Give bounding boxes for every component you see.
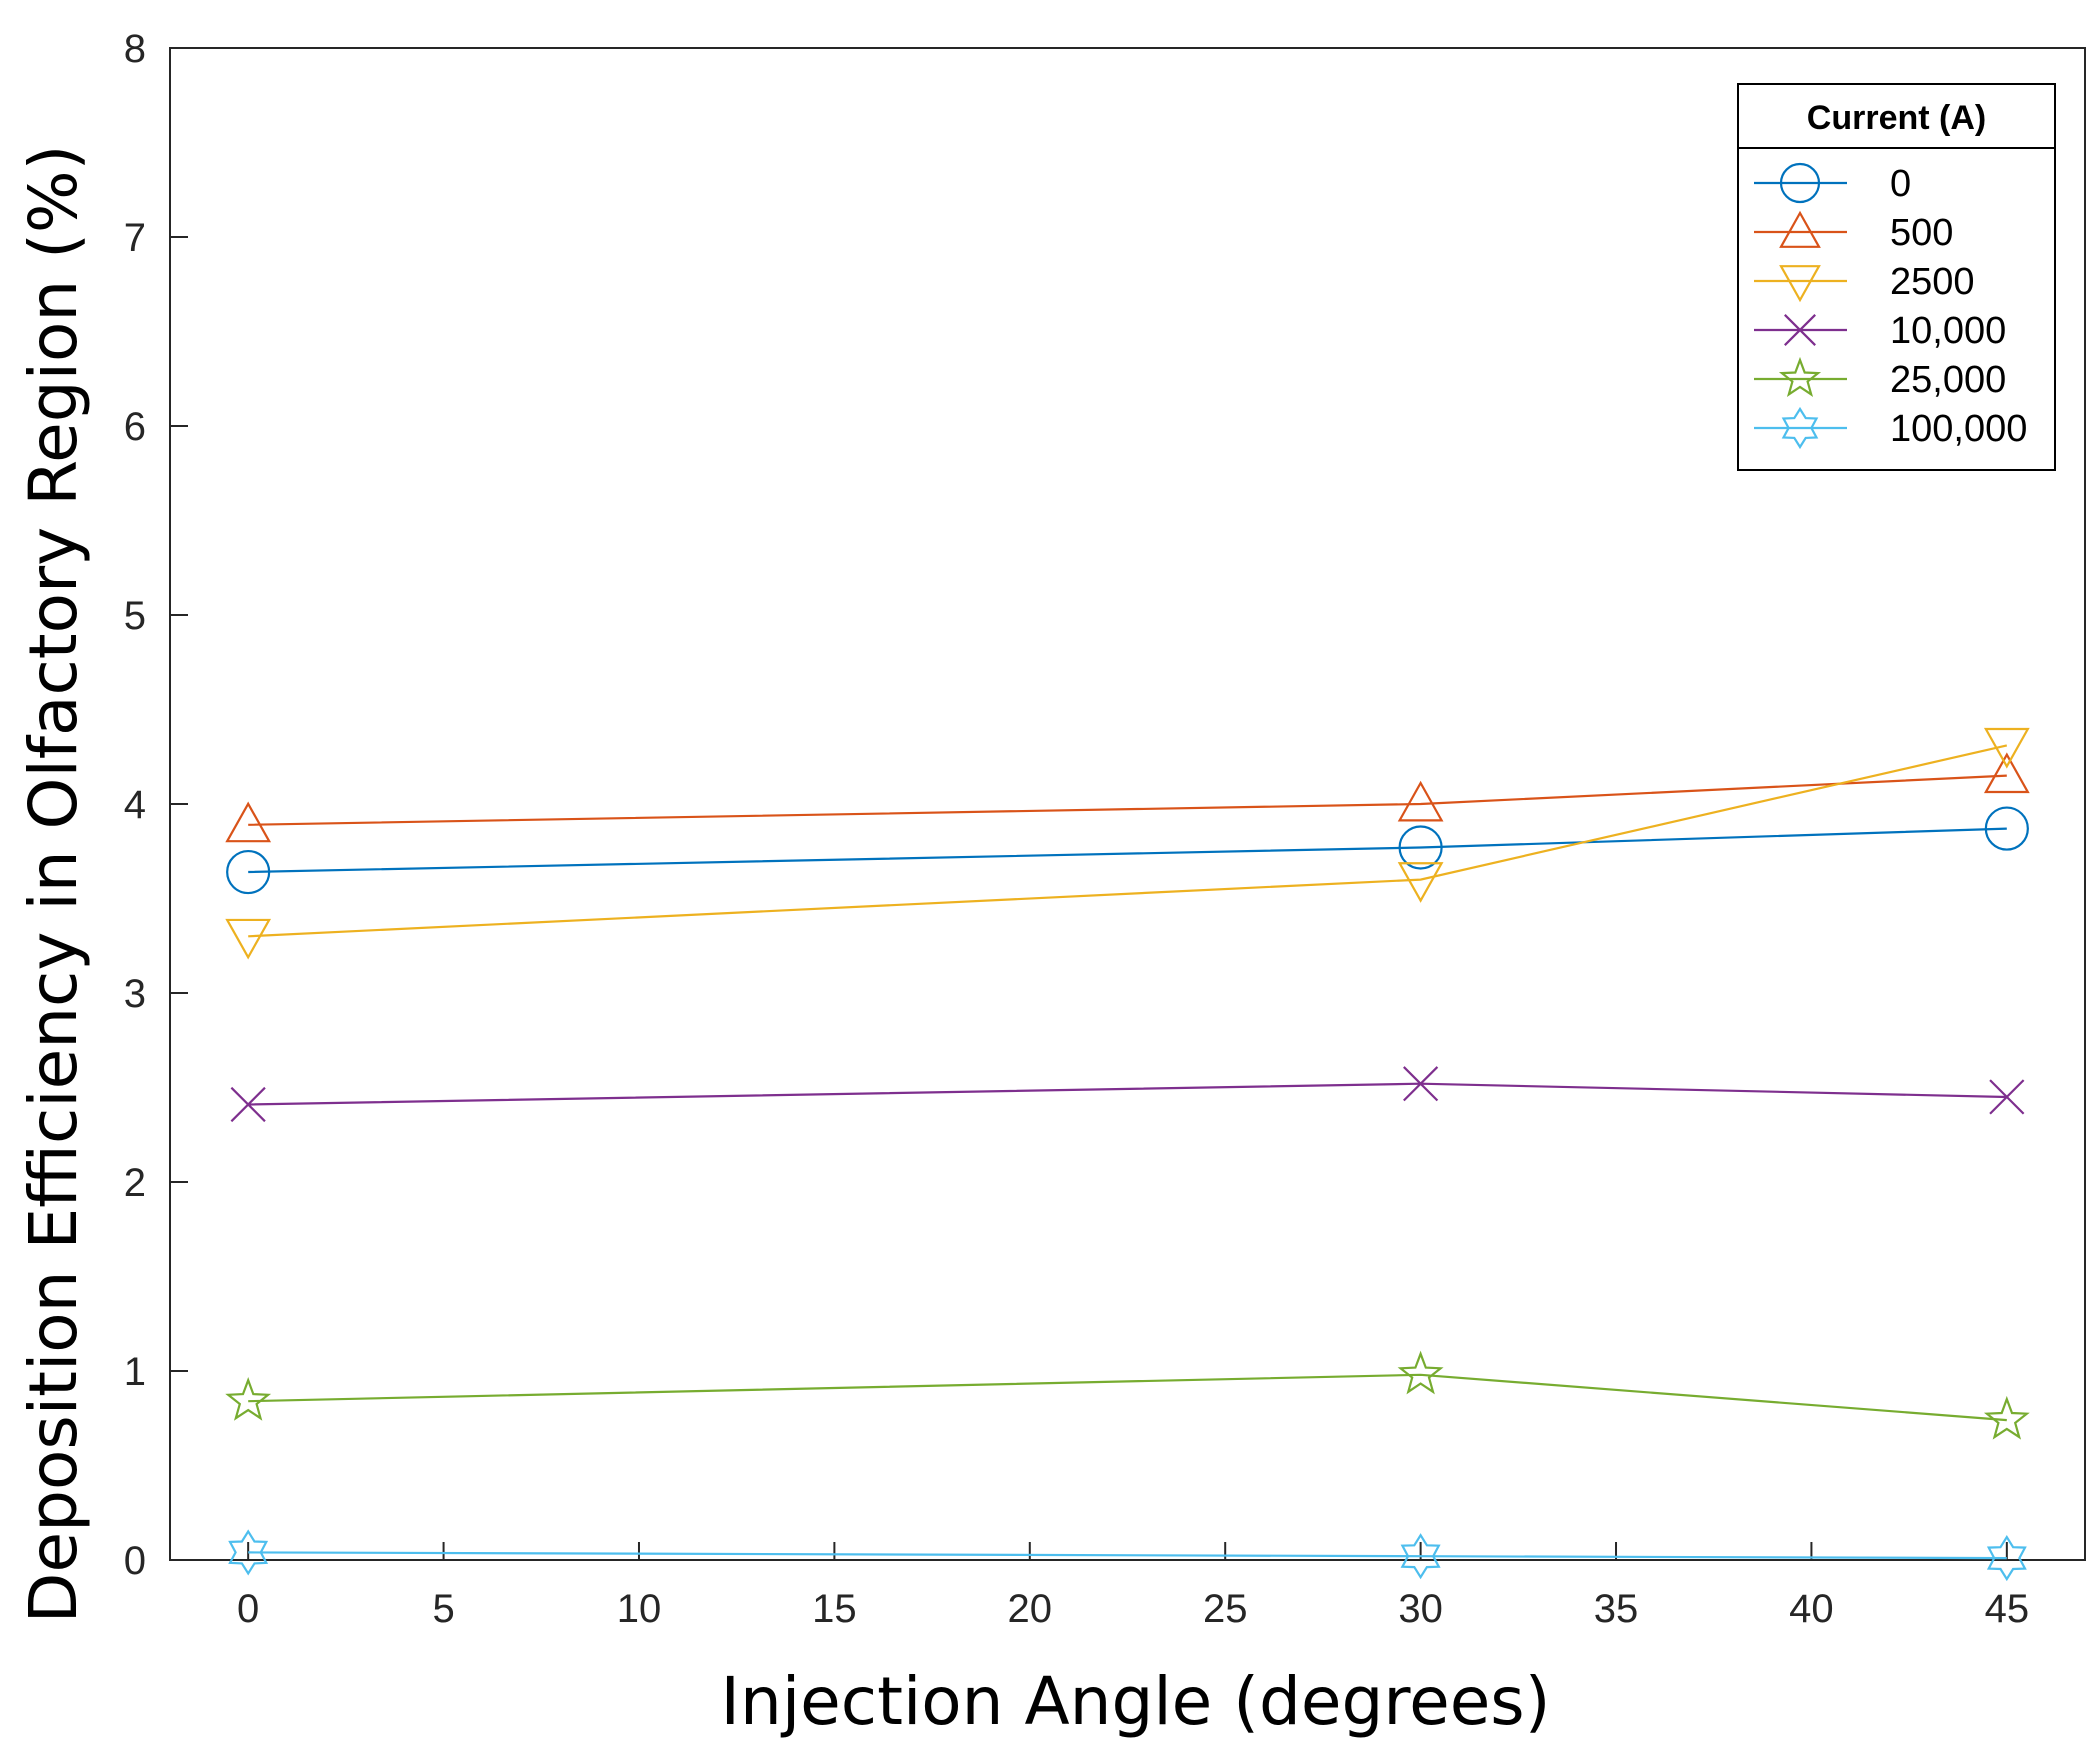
y-tick-label: 1	[124, 1350, 146, 1394]
data-point	[1397, 862, 1444, 903]
series-line	[248, 744, 2008, 938]
series-2	[225, 752, 2030, 843]
legend-marker	[1784, 314, 1816, 346]
x-tick-label: 10	[617, 1587, 662, 1631]
legend-item: 25,000	[1754, 356, 2006, 401]
data-point	[1983, 752, 2030, 794]
data-point	[1983, 727, 2030, 769]
legend-label: 10,000	[1890, 310, 2006, 352]
x-tick-label: 0	[237, 1587, 259, 1631]
data-point	[225, 801, 272, 843]
legend-items: 0 500 2500 10,000 25,000 100,000	[1754, 162, 2027, 450]
legend-label: 25,000	[1890, 359, 2006, 401]
y-tick-label: 4	[124, 783, 146, 827]
data-point	[228, 1529, 269, 1576]
x-tick-label: 35	[1594, 1587, 1639, 1631]
legend-label: 100,000	[1890, 408, 2027, 450]
data-point	[225, 918, 272, 960]
legend-marker	[1779, 210, 1821, 248]
series-4	[230, 1066, 2025, 1123]
y-tick-label: 7	[124, 216, 146, 260]
x-tick-label: 45	[1985, 1587, 2030, 1631]
legend-label: 2500	[1890, 261, 1975, 303]
y-tick-label: 8	[124, 27, 146, 71]
legend-item: 100,000	[1754, 406, 2027, 450]
legend-marker	[1778, 356, 1822, 397]
y-tick-label: 3	[124, 972, 146, 1016]
data-point	[1397, 780, 1444, 822]
legend-marker	[1779, 265, 1821, 303]
legend-label: 0	[1890, 163, 1911, 205]
data-point	[1403, 1066, 1439, 1102]
y-tick-label: 5	[124, 594, 146, 638]
legend-label: 500	[1890, 212, 1953, 254]
series-3	[225, 727, 2030, 960]
data-point	[1986, 1535, 2027, 1582]
x-tick-label: 30	[1398, 1587, 1443, 1631]
legend-marker	[1781, 406, 1819, 450]
series-line	[248, 1551, 2007, 1560]
data-point	[1983, 1395, 2030, 1440]
legend-title: Current (A)	[1807, 99, 1986, 137]
series-line	[248, 827, 2007, 874]
legend: Current (A) 0 500 2500 10,000 25,000 100,000	[1737, 83, 2056, 471]
y-tick-label: 6	[124, 405, 146, 449]
data-point	[1984, 806, 2029, 851]
y-axis: 0 1 2 3 4 5 6 7 8	[124, 27, 188, 1583]
y-axis-title: Deposition Efficiency in Olfactory Regio…	[15, 145, 92, 1624]
data-point	[1397, 1350, 1444, 1395]
series-6	[228, 1529, 2027, 1582]
y-tick-label: 0	[124, 1539, 146, 1583]
series-layer	[225, 727, 2030, 1582]
data-point	[225, 1377, 272, 1421]
x-tick-label: 40	[1789, 1587, 1834, 1631]
x-axis-title: Injection Angle (degrees)	[721, 1663, 1551, 1740]
series-line	[248, 1373, 2007, 1422]
x-tick-label: 5	[432, 1587, 454, 1631]
series-5	[225, 1350, 2030, 1440]
y-tick-label: 2	[124, 1161, 146, 1205]
legend-item: 500	[1754, 210, 1953, 254]
x-tick-label: 25	[1203, 1587, 1248, 1631]
data-point	[1400, 1533, 1441, 1580]
x-tick-label: 15	[812, 1587, 857, 1631]
data-point	[226, 849, 271, 895]
series-line	[248, 774, 2007, 826]
x-tick-label: 20	[1008, 1587, 1053, 1631]
legend-item: 0	[1754, 162, 1911, 205]
series-1	[226, 806, 2029, 895]
data-point	[1989, 1079, 2025, 1115]
legend-item: 10,000	[1754, 310, 2006, 352]
legend-item: 2500	[1754, 261, 1975, 303]
series-line	[248, 1082, 2007, 1106]
data-point	[230, 1086, 266, 1123]
data-point	[1398, 825, 1443, 870]
legend-marker	[1779, 162, 1821, 204]
